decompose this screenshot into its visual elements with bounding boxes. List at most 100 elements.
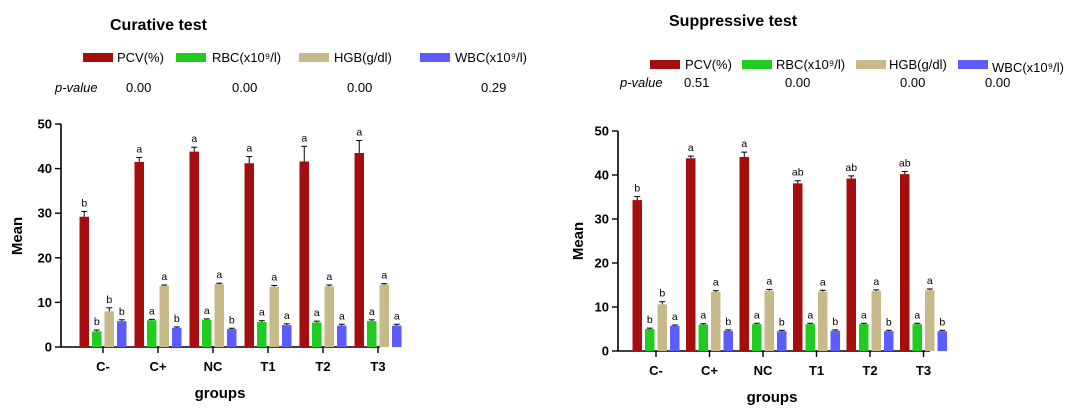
y-tick-label: 20 — [38, 250, 52, 265]
significance-letter-pcv: ab — [899, 157, 911, 169]
pvalue-wbc: 0.29 — [481, 80, 506, 95]
bar-pcv — [354, 152, 364, 347]
significance-letter-hgb: a — [873, 276, 879, 288]
significance-letter-wbc: b — [119, 306, 125, 318]
significance-letter-pcv: a — [246, 143, 252, 155]
bar-wbc — [172, 327, 182, 347]
bar-hgb — [269, 286, 279, 347]
legend-swatch-pcv — [83, 53, 113, 62]
significance-letter-rbc: b — [94, 316, 100, 328]
legend: PCV(%) RBC(x10⁹/l) HGB(g/dl) WBC(x10⁹/l) — [83, 50, 527, 65]
bar-rbc — [257, 322, 267, 347]
chart-suppressive: Suppressive test PCV(%) RBC(x10⁹/l) HGB(… — [570, 13, 1064, 406]
significance-letter-wbc: a — [284, 310, 290, 322]
significance-letter-rbc: a — [259, 307, 265, 319]
x-tick-label: C+ — [701, 363, 718, 378]
legend-swatch-rbc — [742, 60, 772, 69]
chart-curative: Curative test PCV(%) RBC(x10⁹/l) HGB(g/d… — [9, 17, 527, 402]
significance-letter-pcv: b — [81, 197, 87, 209]
legend-label-pcv: PCV(%) — [685, 57, 732, 72]
pvalue-rbc: 0.00 — [232, 80, 257, 95]
bar-wbc — [884, 331, 894, 351]
significance-letter-rbc: a — [754, 309, 760, 321]
bar-hgb — [711, 292, 721, 351]
bar-wbc — [723, 330, 733, 351]
legend-swatch-rbc — [176, 53, 206, 62]
significance-letter-wbc: a — [672, 311, 678, 323]
bar-rbc — [912, 324, 922, 351]
bar-pcv — [900, 174, 910, 351]
legend-label-rbc: RBC(x10⁹/l) — [212, 50, 281, 65]
legend-label-wbc: WBC(x10⁹/l) — [992, 60, 1064, 75]
pvalue-label: p-value — [619, 75, 663, 90]
bar-rbc — [92, 331, 102, 347]
y-tick-label: 0 — [602, 344, 609, 359]
legend-swatch-pcv — [650, 60, 680, 69]
bar-hgb — [925, 290, 935, 351]
bar-wbc — [937, 331, 947, 351]
bar-hgb — [159, 285, 169, 347]
bar-wbc — [227, 329, 237, 347]
significance-letter-wbc: b — [886, 316, 892, 328]
significance-letter-hgb: a — [927, 275, 933, 287]
significance-letter-wbc: b — [229, 314, 235, 326]
significance-letter-pcv: ab — [845, 162, 857, 174]
y-ticks: 0 10 20 30 40 50 — [595, 124, 618, 359]
significance-letter-wbc: a — [339, 310, 345, 322]
pvalue-label: p-value — [54, 80, 98, 95]
y-tick-label: 40 — [38, 161, 52, 176]
bar-pcv — [793, 183, 803, 351]
significance-letter-hgb: a — [326, 271, 332, 283]
significance-letter-wbc: b — [832, 316, 838, 328]
y-tick-label: 30 — [38, 206, 52, 221]
y-tick-label: 0 — [45, 340, 52, 355]
significance-letter-pcv: a — [191, 133, 197, 145]
bar-rbc — [367, 321, 377, 347]
x-tick-label: T1 — [260, 359, 275, 374]
y-tick-label: 30 — [595, 212, 609, 227]
bar-hgb — [764, 290, 774, 351]
y-tick-label: 50 — [595, 124, 609, 139]
significance-letter-rbc: a — [369, 306, 375, 318]
x-axis-title: groups — [195, 385, 246, 402]
x-axis-title: groups — [747, 389, 798, 406]
significance-letter-hgb: a — [161, 271, 167, 283]
y-ticks: 0 10 20 30 40 50 — [38, 117, 61, 355]
x-tick-label: T2 — [862, 363, 877, 378]
significance-letter-wbc: b — [779, 316, 785, 328]
chart-title: Curative test — [110, 17, 208, 34]
bar-hgb — [324, 286, 334, 347]
chart-title: Suppressive test — [669, 13, 798, 30]
significance-letter-pcv: a — [301, 132, 307, 144]
bar-hgb — [104, 311, 114, 347]
bar-pcv — [244, 163, 254, 347]
bar-hgb — [214, 284, 224, 347]
significance-letter-pcv: b — [634, 183, 640, 195]
significance-letter-hgb: a — [216, 269, 222, 281]
significance-letter-rbc: a — [807, 309, 813, 321]
bar-hgb — [657, 304, 667, 351]
x-categories: C- C+ NC T1 T2 T3 — [649, 351, 931, 378]
significance-letter-rbc: a — [314, 307, 320, 319]
significance-letter-rbc: a — [700, 310, 706, 322]
significance-letter-hgb: a — [820, 276, 826, 288]
significance-letter-pcv: a — [356, 127, 362, 139]
x-tick-label: T1 — [809, 363, 824, 378]
y-tick-label: 10 — [595, 300, 609, 315]
bar-pcv — [686, 158, 696, 351]
legend-label-rbc: RBC(x10⁹/l) — [776, 57, 845, 72]
pvalue-pcv: 0.00 — [126, 80, 151, 95]
bar-wbc — [830, 330, 840, 351]
bar-pcv — [134, 161, 144, 347]
x-tick-label: C+ — [150, 359, 167, 374]
y-axis-title: Mean — [9, 217, 26, 255]
significance-letter-hgb: b — [659, 288, 665, 300]
x-tick-label: T3 — [370, 359, 385, 374]
x-tick-label: T3 — [916, 363, 931, 378]
bar-pcv — [846, 178, 856, 351]
x-tick-label: T2 — [315, 359, 330, 374]
significance-letter-hgb: a — [381, 270, 387, 282]
bar-rbc — [698, 324, 708, 351]
